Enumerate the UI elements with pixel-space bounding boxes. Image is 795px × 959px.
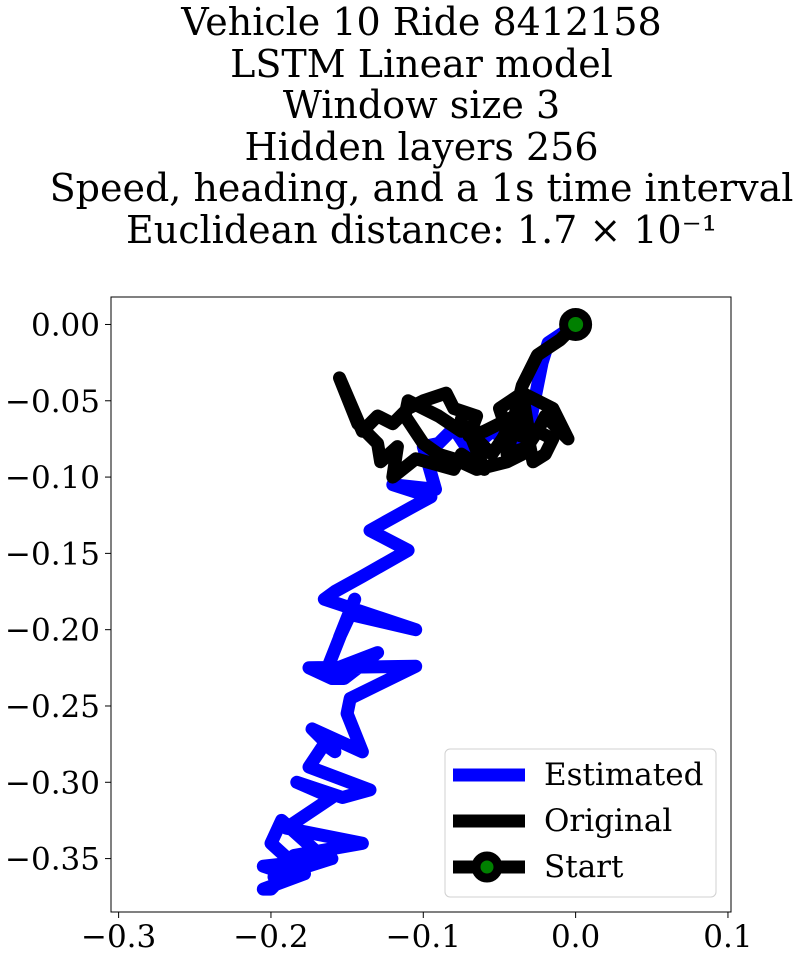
title-line-3: Window size 3 <box>282 83 561 128</box>
legend-label-start: Start <box>544 849 624 885</box>
start-marker <box>559 307 593 341</box>
x-tick-label: 0.1 <box>703 919 752 955</box>
y-tick-label: −0.15 <box>5 536 100 572</box>
legend-label-original: Original <box>544 803 672 839</box>
x-tick-label: −0.1 <box>386 919 461 955</box>
legend-box <box>444 748 717 898</box>
title-line-2: LSTM Linear model <box>230 41 613 86</box>
y-tick-label: −0.35 <box>5 842 100 878</box>
chart-title: Vehicle 10 Ride 8412158 LSTM Linear mode… <box>0 0 795 252</box>
x-tick-label: −0.2 <box>233 919 308 955</box>
x-tick-label: 0.0 <box>551 919 600 955</box>
x-tick-label: −0.3 <box>81 919 156 955</box>
title-line-5: Speed, heading, and a 1s time interval <box>49 166 794 211</box>
series-line-original <box>333 318 583 484</box>
y-tick-label: −0.30 <box>5 765 100 801</box>
title-line-6: Euclidean distance: 1.7 × 10⁻¹ <box>126 207 717 252</box>
y-tick-label: 0.00 <box>31 307 100 343</box>
y-tick-label: −0.25 <box>5 689 100 725</box>
y-tick-label: −0.05 <box>5 384 100 420</box>
legend-marker-start <box>471 851 503 883</box>
series-line-estimated <box>256 318 583 896</box>
y-tick-label: −0.10 <box>5 460 100 496</box>
legend-label-estimated: Estimated <box>544 757 703 793</box>
y-tick-label: −0.20 <box>5 613 100 649</box>
plot-frame <box>110 296 732 913</box>
title-line-1: Vehicle 10 Ride 8412158 <box>181 0 662 44</box>
title-line-4: Hidden layers 256 <box>244 124 599 169</box>
